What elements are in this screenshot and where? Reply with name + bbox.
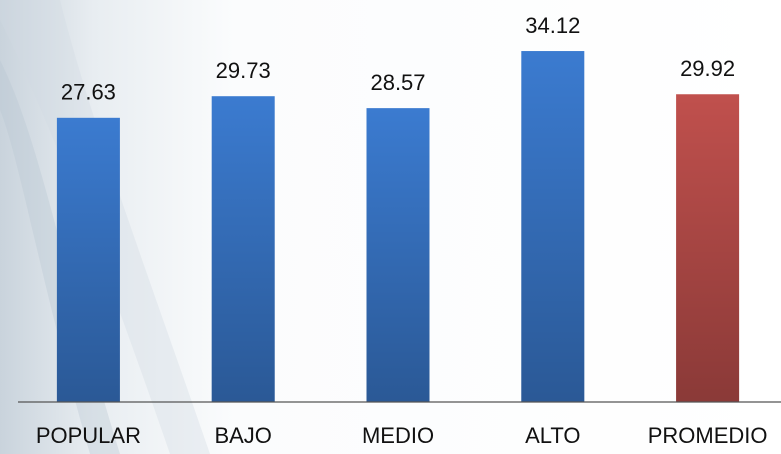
x-tick-label: MEDIO: [362, 423, 434, 448]
x-tick-label: BAJO: [214, 423, 271, 448]
value-label: 29.73: [216, 58, 271, 83]
value-label: 29.92: [680, 56, 735, 81]
x-tick-label: PROMEDIO: [648, 423, 768, 448]
value-label: 28.57: [370, 70, 425, 95]
x-tick-label: POPULAR: [36, 423, 141, 448]
bar: [676, 94, 740, 402]
x-tick-label: ALTO: [525, 423, 580, 448]
bar: [521, 51, 585, 403]
value-label: 27.63: [61, 80, 116, 105]
value-label: 34.12: [525, 13, 580, 38]
bar: [56, 117, 120, 402]
bar: [366, 108, 430, 402]
bar: [211, 96, 275, 402]
